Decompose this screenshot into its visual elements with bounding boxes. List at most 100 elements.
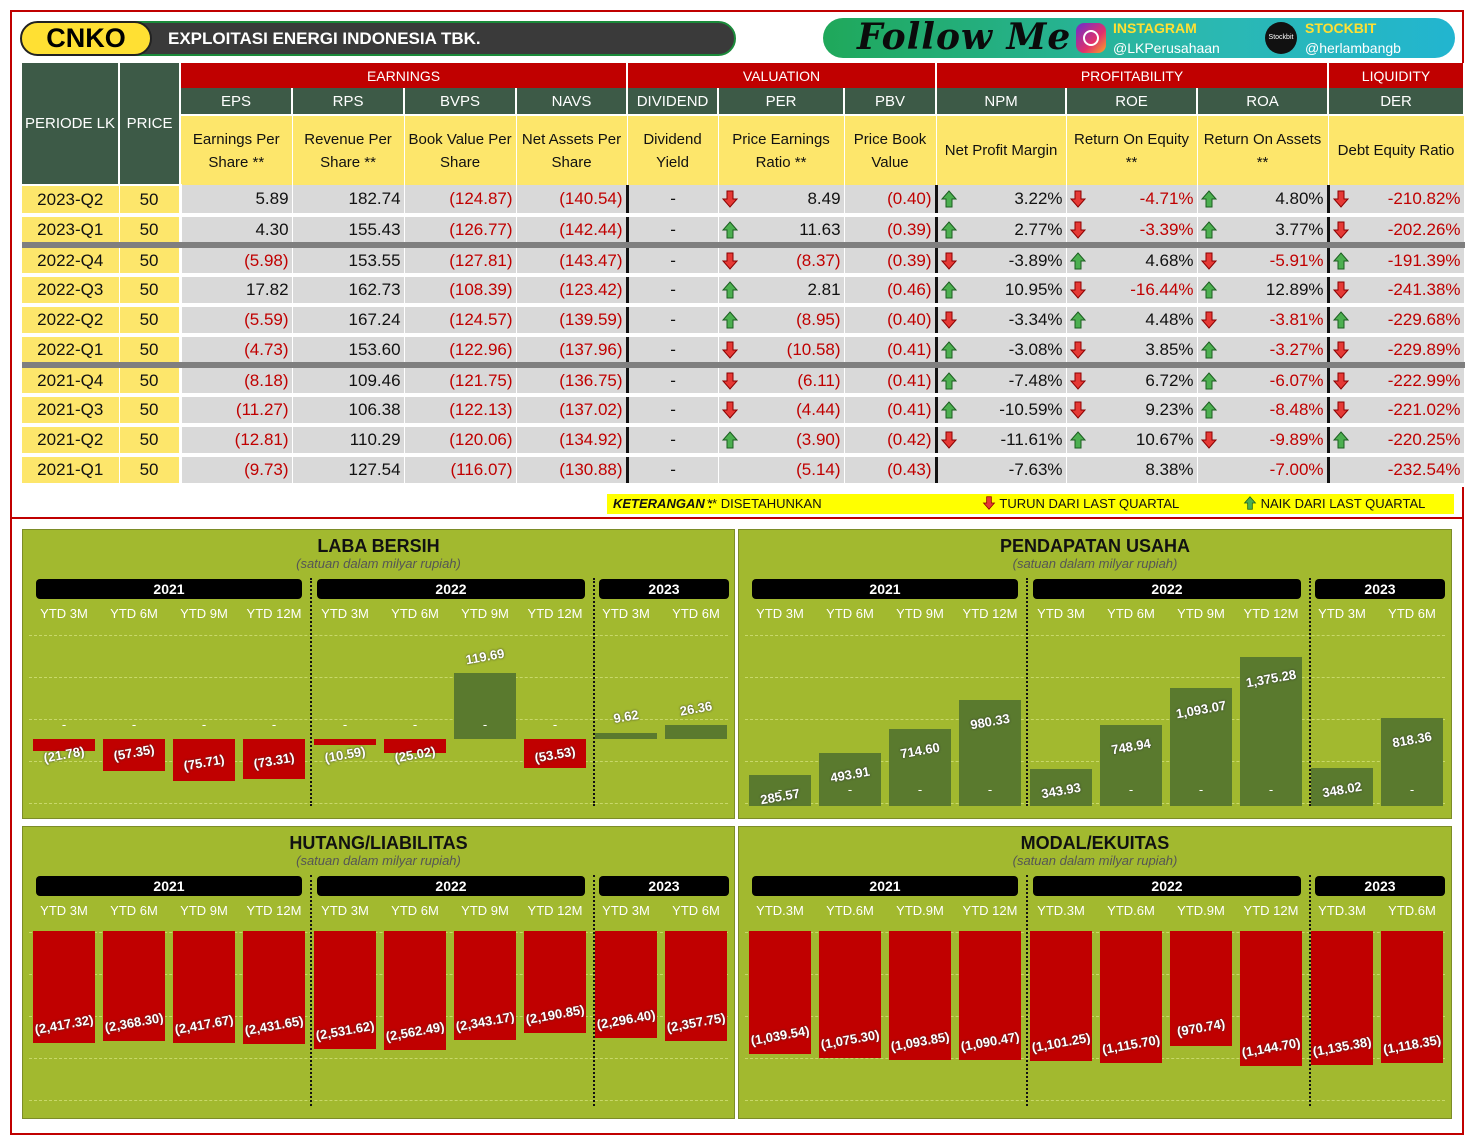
cell-bvps-value: (126.77) <box>449 219 513 239</box>
cell-pbv: (0.43) <box>844 455 938 487</box>
social-banner: Follow Me INSTAGRAM @LKPerusahaan Stockb… <box>823 18 1455 58</box>
category-label: YTD.3M <box>1037 903 1085 918</box>
cell-npm-value: -3.89% <box>1008 250 1063 270</box>
cell-roe: 4.68% <box>1066 245 1198 277</box>
arrow-up-icon <box>721 281 738 299</box>
arrow-down-icon <box>940 431 957 449</box>
category-label: YTD.3M <box>1318 903 1366 918</box>
category-label: YTD 6M <box>391 903 439 918</box>
gridline <box>745 719 1445 720</box>
cell-dividend-value: - <box>670 189 676 208</box>
cell-rps-value: 162.73 <box>348 280 401 299</box>
cell-roa: 12.89% <box>1197 275 1330 307</box>
cell-npm-value: 10.95% <box>1004 280 1063 299</box>
cell-period: 2023-Q1 <box>22 215 120 248</box>
data-bar <box>1381 717 1443 806</box>
data-bar <box>524 931 586 1033</box>
category-label: YTD 6M <box>1107 606 1155 621</box>
cell-per-value: (3.90) <box>796 430 841 449</box>
cell-dividend: - <box>627 185 719 217</box>
cell-eps-value: (9.73) <box>244 460 289 479</box>
cell-roe: 10.67% <box>1066 425 1198 457</box>
cell-roe-value: -4.71% <box>1139 189 1194 208</box>
arrow-down-icon <box>721 341 738 359</box>
arrow-up-icon <box>721 431 738 449</box>
cell-navs-value: (136.75) <box>559 370 623 390</box>
cell-dividend: - <box>627 395 719 427</box>
cell-navs: (140.54) <box>516 185 629 217</box>
cell-roa-value: -7.00% <box>1269 460 1324 479</box>
cell-per-value: 8.49 <box>807 189 841 208</box>
cell-roa-value: -3.27% <box>1269 339 1324 359</box>
arrow-up-icon <box>1200 220 1217 238</box>
cell-pbv: (0.42) <box>844 425 938 457</box>
stockbit-icon[interactable]: Stockbit <box>1265 22 1297 54</box>
gridline <box>745 677 1445 678</box>
table-row: 2023-Q2 50 5.89 182.74 (124.87) (140.54) - 8.49… <box>22 185 1465 217</box>
category-label: YTD 12M <box>962 606 1018 621</box>
year-separator <box>310 578 312 806</box>
company-name: EXPLOITASI ENERGI INDONESIA TBK. <box>120 21 736 56</box>
cell-roe-value: 10.67% <box>1135 430 1194 449</box>
arrow-down-icon <box>1069 190 1086 208</box>
arrow-down-icon <box>1200 311 1217 329</box>
cell-navs-value: (140.54) <box>559 189 623 208</box>
cell-eps-value: (5.98) <box>244 250 289 270</box>
stockbit-label: STOCKBIT <box>1305 20 1377 36</box>
gridline <box>29 635 728 636</box>
category-label: YTD 9M <box>180 903 228 918</box>
cell-per: (10.58) <box>718 335 845 368</box>
cell-eps: 4.30 <box>180 215 293 248</box>
cell-eps: 5.89 <box>180 185 293 217</box>
stockbit-handle[interactable]: @herlambangb <box>1305 40 1401 56</box>
profitability-group-header: PROFITABILITY <box>936 63 1330 88</box>
year-header-2021: 2021 <box>752 579 1018 599</box>
cell-der-value: -220.25% <box>1387 430 1461 449</box>
cell-price: 50 <box>119 425 182 457</box>
data-label: 9.62 <box>612 706 640 727</box>
table-row: 2021-Q2 50 (12.81) 110.29 (120.06) (134.92) - (… <box>22 425 1465 457</box>
arrow-up-icon <box>940 371 957 389</box>
data-bar <box>1100 931 1162 1063</box>
arrow-up-icon <box>940 220 957 238</box>
arrow-down-icon <box>721 190 738 208</box>
col-header-npm: NPM <box>936 88 1068 116</box>
arrow-up-icon <box>1332 431 1349 449</box>
cell-roa: -6.07% <box>1197 365 1330 397</box>
cell-navs-value: (130.88) <box>559 460 623 479</box>
year-separator <box>593 578 595 806</box>
cell-per-value: 2.81 <box>807 280 841 299</box>
cell-roa: 3.77% <box>1197 215 1330 248</box>
cell-npm-value: -7.63% <box>1008 460 1063 479</box>
arrow-down-icon <box>721 252 738 270</box>
cell-period: 2021-Q1 <box>22 455 120 487</box>
category-label: YTD 9M <box>461 903 509 918</box>
cell-eps-value: (11.27) <box>235 400 289 419</box>
cell-roa: -8.48% <box>1197 395 1330 427</box>
cell-period-value: 2023-Q1 <box>37 219 104 239</box>
cell-navs-value: (137.96) <box>559 339 623 359</box>
zero-dash: - <box>61 717 67 732</box>
cell-npm-value: -7.48% <box>1008 370 1063 390</box>
cell-bvps: (120.06) <box>404 425 517 457</box>
legend-keterangan: KETERANGAN : <box>613 496 713 511</box>
instagram-icon[interactable] <box>1076 23 1106 53</box>
cell-period-value: 2021-Q1 <box>37 460 104 479</box>
year-header-2023: 2023 <box>1315 579 1445 599</box>
cell-der: -210.82% <box>1328 185 1465 217</box>
cell-navs-value: (137.02) <box>559 400 623 419</box>
instagram-handle[interactable]: @LKPerusahaan <box>1113 40 1220 56</box>
cell-der: -220.25% <box>1328 425 1465 457</box>
year-separator <box>1026 578 1028 806</box>
cell-period-value: 2022-Q2 <box>37 310 104 329</box>
cell-navs-value: (139.59) <box>559 310 623 329</box>
data-bar <box>33 931 95 1044</box>
data-label: 119.69 <box>464 645 506 668</box>
cell-rps: 106.38 <box>292 395 405 427</box>
cell-roa-value: -9.89% <box>1269 430 1324 449</box>
category-label: YTD 3M <box>1318 606 1366 621</box>
year-separator <box>1309 578 1311 806</box>
table-row: 2022-Q2 50 (5.59) 167.24 (124.57) (139.59) - (8… <box>22 305 1465 337</box>
cell-rps: 127.54 <box>292 455 405 487</box>
arrow-down-icon <box>1332 341 1349 359</box>
